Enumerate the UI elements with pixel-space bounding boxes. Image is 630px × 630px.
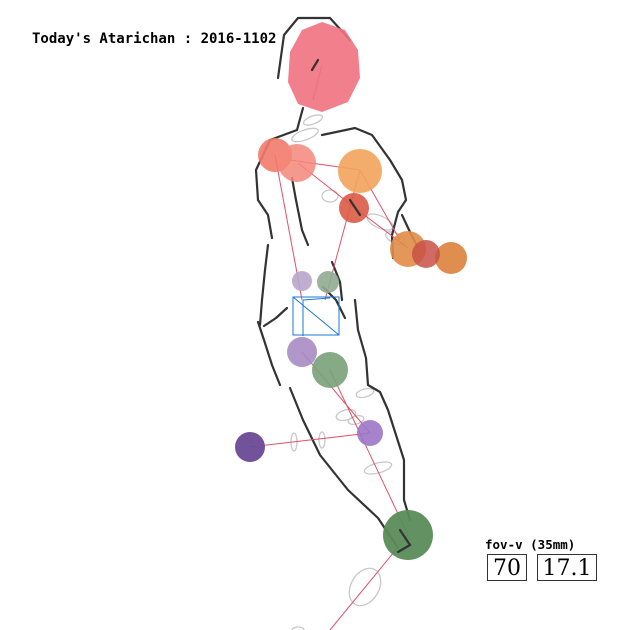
foot-right-joint[interactable] — [383, 510, 433, 560]
knee-left-joint[interactable] — [357, 420, 383, 446]
hand-right-joint[interactable] — [435, 242, 467, 274]
foot-left-joint[interactable] — [235, 432, 265, 462]
thigh-right-joint[interactable] — [312, 352, 348, 388]
page-title: Today's Atarichan : 2016-1102 — [32, 31, 277, 47]
thigh-left-joint[interactable] — [287, 337, 317, 367]
shoulder-right-joint[interactable] — [338, 149, 382, 193]
fov-value-field[interactable]: 70 — [487, 554, 527, 581]
shoulder-left-inner-joint[interactable] — [278, 144, 316, 182]
elbow-right-joint[interactable] — [339, 193, 369, 223]
body-outline-front — [310, 58, 412, 554]
head-joint[interactable] — [288, 22, 360, 112]
hip-right-joint[interactable] — [317, 271, 339, 293]
body-outline — [254, 16, 420, 550]
focal-length-field[interactable]: 17.1 — [537, 554, 597, 581]
fov-label: fov-v (35mm) — [485, 537, 576, 552]
hip-left-joint[interactable] — [292, 271, 312, 291]
pelvis-box[interactable] — [292, 296, 340, 336]
hand-middle-joint[interactable] — [412, 240, 440, 268]
joint-markers — [235, 22, 467, 560]
rotation-rings — [290, 114, 405, 630]
